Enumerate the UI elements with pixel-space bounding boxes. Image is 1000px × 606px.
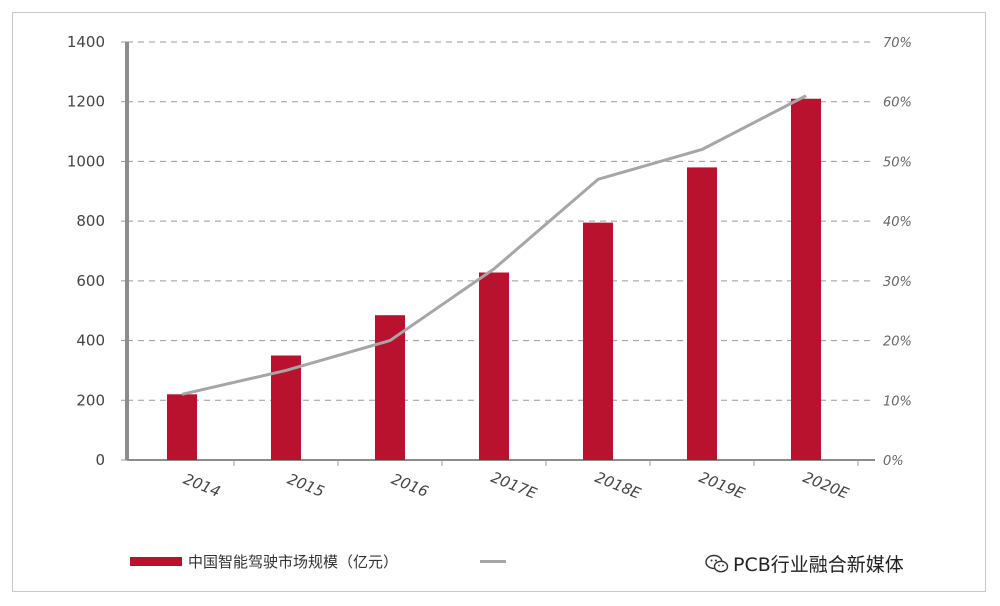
y-left-tick-label: 1400: [67, 33, 105, 51]
x-tick-label: 2015: [285, 470, 327, 501]
x-tick-label: 2016: [389, 470, 431, 501]
y-left-tick-label: 1200: [67, 93, 105, 111]
x-tick-label: 2018E: [592, 468, 643, 503]
watermark: PCB行业融合新媒体: [705, 550, 904, 577]
y-right-tick-label: 30%: [883, 275, 912, 290]
y-left-tick-label: 200: [76, 391, 105, 409]
x-tick-label: 2014: [181, 470, 223, 501]
bar: [583, 222, 613, 460]
bar: [375, 315, 405, 460]
y-right-tick-label: 20%: [883, 335, 912, 350]
y-left-tick-label: 800: [76, 212, 105, 230]
y-left-tick-label: 400: [76, 332, 105, 350]
x-tick-label: 2019E: [696, 468, 747, 503]
y-left-tick-label: 0: [95, 451, 105, 469]
y-right-tick-label: 40%: [883, 215, 912, 230]
chart-legend: 中国智能驾驶市场规模（亿元）: [130, 548, 970, 574]
legend-bar-label: 中国智能驾驶市场规模（亿元）: [188, 552, 399, 571]
wechat-icon: [705, 554, 729, 572]
y-right-tick-label: 50%: [883, 155, 912, 170]
y-right-tick-label: 0%: [883, 454, 904, 469]
y-left-tick-label: 1000: [67, 152, 105, 170]
legend-item-bar: 中国智能驾驶市场规模（亿元）: [130, 551, 398, 572]
bar: [791, 98, 821, 460]
y-right-tick-label: 10%: [883, 394, 912, 409]
legend-bar-swatch: [130, 556, 182, 566]
bar: [167, 394, 197, 460]
x-tick-label: 2017E: [488, 468, 539, 503]
bar: [687, 167, 717, 460]
watermark-text: PCB行业融合新媒体: [733, 554, 904, 576]
bar: [479, 272, 509, 460]
y-right-tick-label: 60%: [883, 96, 912, 111]
x-tick-label: 2020E: [800, 468, 851, 503]
legend-item-line: [480, 559, 512, 563]
legend-line-swatch: [480, 559, 507, 563]
y-right-tick-label: 70%: [883, 36, 912, 51]
y-left-tick-label: 600: [76, 272, 105, 290]
